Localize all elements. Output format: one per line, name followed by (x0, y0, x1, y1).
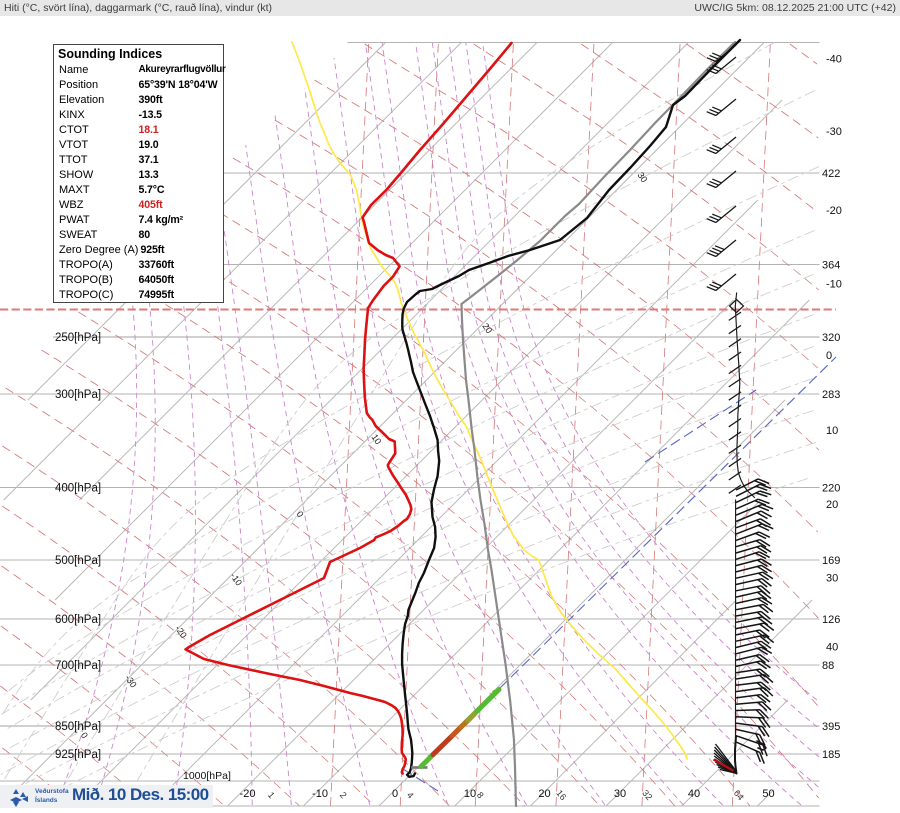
svg-text:185: 185 (822, 749, 840, 761)
svg-text:925[hPa]: 925[hPa] (55, 749, 101, 761)
svg-text:364: 364 (822, 260, 840, 272)
svg-text:50: 50 (762, 788, 774, 800)
svg-text:0: 0 (295, 509, 306, 519)
svg-text:20: 20 (826, 499, 838, 511)
svg-text:40: 40 (688, 788, 700, 800)
svg-text:850[hPa]: 850[hPa] (55, 721, 101, 733)
svg-text:88: 88 (822, 660, 834, 672)
svg-text:500[hPa]: 500[hPa] (55, 555, 101, 567)
svg-text:30: 30 (826, 573, 838, 585)
svg-text:10: 10 (826, 425, 838, 437)
svg-text:32: 32 (640, 788, 654, 802)
svg-text:0: 0 (826, 350, 832, 362)
svg-text:0: 0 (79, 730, 90, 740)
svg-text:20: 20 (480, 321, 494, 335)
svg-text:283: 283 (822, 389, 840, 401)
svg-text:400[hPa]: 400[hPa] (55, 483, 101, 495)
svg-text:16: 16 (554, 788, 568, 802)
svg-text:600[hPa]: 600[hPa] (55, 614, 101, 626)
svg-text:169: 169 (822, 555, 840, 567)
svg-text:30: 30 (614, 788, 626, 800)
svg-text:300[hPa]: 300[hPa] (55, 389, 101, 401)
svg-text:1: 1 (266, 790, 277, 800)
svg-text:700[hPa]: 700[hPa] (55, 660, 101, 672)
svg-text:-30: -30 (826, 126, 842, 138)
svg-text:422: 422 (822, 168, 840, 180)
svg-text:250[hPa]: 250[hPa] (55, 332, 101, 344)
svg-text:-10: -10 (826, 279, 842, 291)
svg-text:4: 4 (405, 790, 416, 800)
svg-text:10: 10 (369, 432, 383, 446)
svg-text:0: 0 (392, 788, 398, 800)
svg-text:320: 320 (822, 332, 840, 344)
svg-text:10: 10 (464, 788, 476, 800)
svg-text:40: 40 (826, 642, 838, 654)
svg-text:2: 2 (338, 790, 349, 800)
svg-text:8: 8 (475, 790, 486, 800)
svg-text:220: 220 (822, 483, 840, 495)
svg-text:-20: -20 (240, 788, 256, 800)
svg-text:-20: -20 (826, 205, 842, 217)
svg-text:30: 30 (635, 170, 649, 184)
svg-text:395: 395 (822, 721, 840, 733)
svg-text:1000[hPa]: 1000[hPa] (183, 770, 231, 782)
svg-text:-40: -40 (826, 54, 842, 66)
svg-text:126: 126 (822, 614, 840, 626)
svg-text:20: 20 (538, 788, 550, 800)
svg-text:-10: -10 (312, 788, 328, 800)
svg-text:64: 64 (732, 788, 746, 802)
